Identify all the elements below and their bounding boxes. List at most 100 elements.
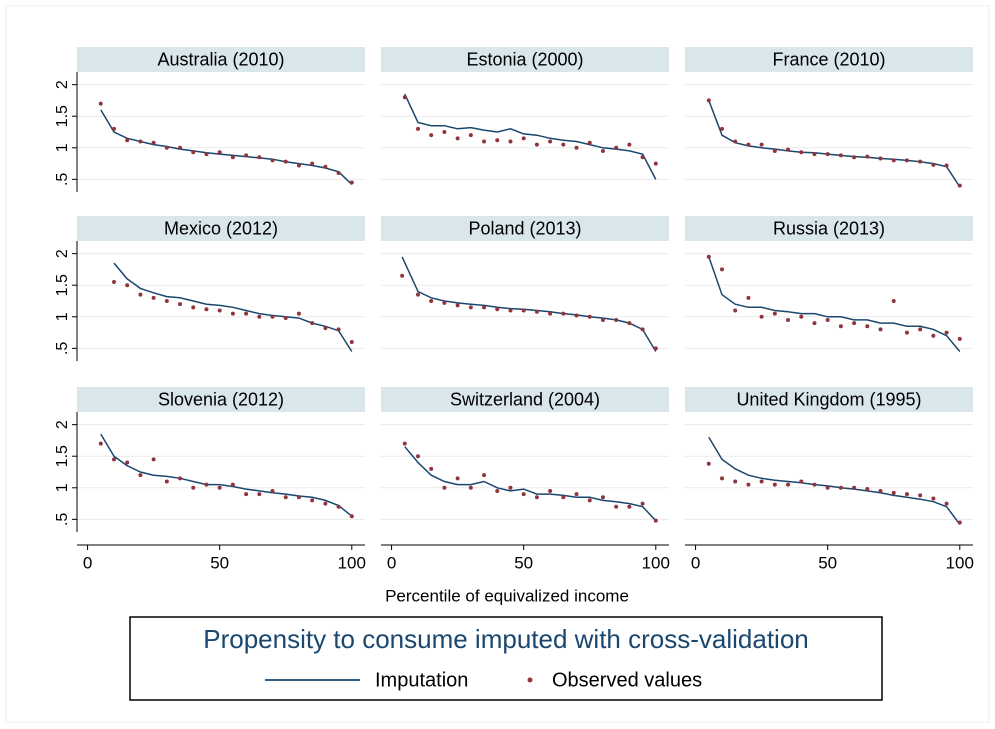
- observed-point: [786, 317, 791, 322]
- y-tick-label: 1: [54, 143, 71, 152]
- observed-point: [706, 98, 711, 103]
- observed-point: [812, 321, 817, 326]
- observed-point: [415, 454, 420, 459]
- observed-point: [772, 311, 777, 316]
- observed-point: [746, 482, 751, 487]
- observed-point: [574, 492, 579, 497]
- observed-point: [191, 485, 196, 490]
- panel-header: [685, 387, 973, 412]
- y-tick-label: 1: [54, 312, 71, 321]
- observed-point: [415, 126, 420, 131]
- y-tick-label: 1.5: [54, 274, 71, 296]
- observed-point: [415, 292, 420, 297]
- observed-point: [812, 482, 817, 487]
- observed-point: [482, 473, 487, 478]
- imputation-line: [100, 109, 353, 185]
- observed-point: [878, 327, 883, 332]
- observed-point: [653, 161, 658, 166]
- observed-point: [257, 314, 262, 319]
- observed-point: [838, 153, 843, 158]
- legend-label: Imputation: [375, 669, 468, 691]
- observed-point: [772, 482, 777, 487]
- observed-point: [891, 299, 896, 303]
- chart-frame: [5, 5, 990, 723]
- observed-point: [138, 139, 143, 144]
- observed-point: [772, 148, 777, 153]
- observed-point: [587, 140, 592, 145]
- observed-point: [244, 492, 249, 497]
- observed-point: [270, 314, 275, 319]
- observed-point: [257, 492, 262, 497]
- observed-point: [296, 495, 301, 500]
- observed-point: [891, 158, 896, 163]
- observed-point: [349, 340, 354, 345]
- observed-point: [508, 485, 513, 490]
- observed-point: [217, 150, 222, 155]
- observed-point: [442, 130, 447, 134]
- observed-point: [151, 295, 156, 300]
- observed-point: [164, 479, 169, 484]
- observed-point: [521, 136, 526, 141]
- observed-point: [653, 346, 658, 351]
- observed-point: [587, 314, 592, 319]
- x-tick-label: 100: [338, 553, 366, 572]
- observed-point: [719, 476, 724, 481]
- y-tick-label: .5: [54, 173, 71, 186]
- observed-point: [429, 466, 434, 471]
- observed-point: [111, 280, 116, 285]
- observed-point: [164, 145, 169, 150]
- observed-point: [164, 299, 169, 303]
- observed-point: [310, 498, 315, 503]
- observed-point: [759, 479, 764, 484]
- observed-point: [400, 273, 405, 278]
- observed-point: [706, 461, 711, 466]
- imputation-line: [401, 256, 657, 352]
- x-tick-label: 50: [210, 553, 229, 572]
- observed-point: [534, 142, 539, 147]
- observed-point: [230, 155, 235, 160]
- observed-point: [534, 309, 539, 314]
- x-tick-label: 0: [83, 553, 92, 572]
- observed-point: [138, 473, 143, 478]
- observed-point: [482, 305, 487, 310]
- x-axis-label: Percentile of equivalized income: [385, 586, 629, 605]
- observed-point: [838, 324, 843, 329]
- y-tick-label: .5: [54, 342, 71, 355]
- observed-point: [310, 161, 315, 166]
- panel-title: Australia (2010): [157, 49, 284, 69]
- observed-point: [495, 307, 500, 312]
- observed-point: [548, 311, 553, 316]
- observed-point: [283, 316, 288, 321]
- observed-point: [402, 441, 407, 446]
- observed-point: [944, 163, 949, 168]
- panel-title: Mexico (2012): [164, 218, 278, 238]
- observed-point: [561, 495, 566, 500]
- observed-point: [918, 327, 923, 332]
- observed-point: [838, 485, 843, 490]
- panel-title: Russia (2013): [773, 218, 885, 238]
- y-tick-label: 2: [54, 249, 71, 258]
- observed-point: [786, 147, 791, 152]
- panel-title: France (2010): [772, 49, 885, 69]
- panel-header: [381, 47, 669, 72]
- observed-point: [957, 336, 962, 341]
- observed-point: [600, 317, 605, 322]
- observed-point: [891, 490, 896, 495]
- observed-point: [230, 482, 235, 487]
- panel-header: [685, 216, 973, 241]
- panel-header: [77, 47, 365, 72]
- y-tick-label: 1.5: [54, 105, 71, 127]
- observed-point: [495, 138, 500, 143]
- observed-point: [178, 302, 183, 307]
- observed-point: [759, 314, 764, 319]
- observed-point: [217, 485, 222, 490]
- observed-point: [852, 485, 857, 490]
- observed-point: [429, 299, 434, 303]
- observed-point: [944, 330, 949, 335]
- observed-point: [204, 152, 209, 157]
- observed-point: [508, 308, 513, 313]
- observed-point: [733, 139, 738, 144]
- observed-point: [98, 441, 103, 446]
- observed-point: [442, 300, 447, 305]
- observed-point: [217, 308, 222, 313]
